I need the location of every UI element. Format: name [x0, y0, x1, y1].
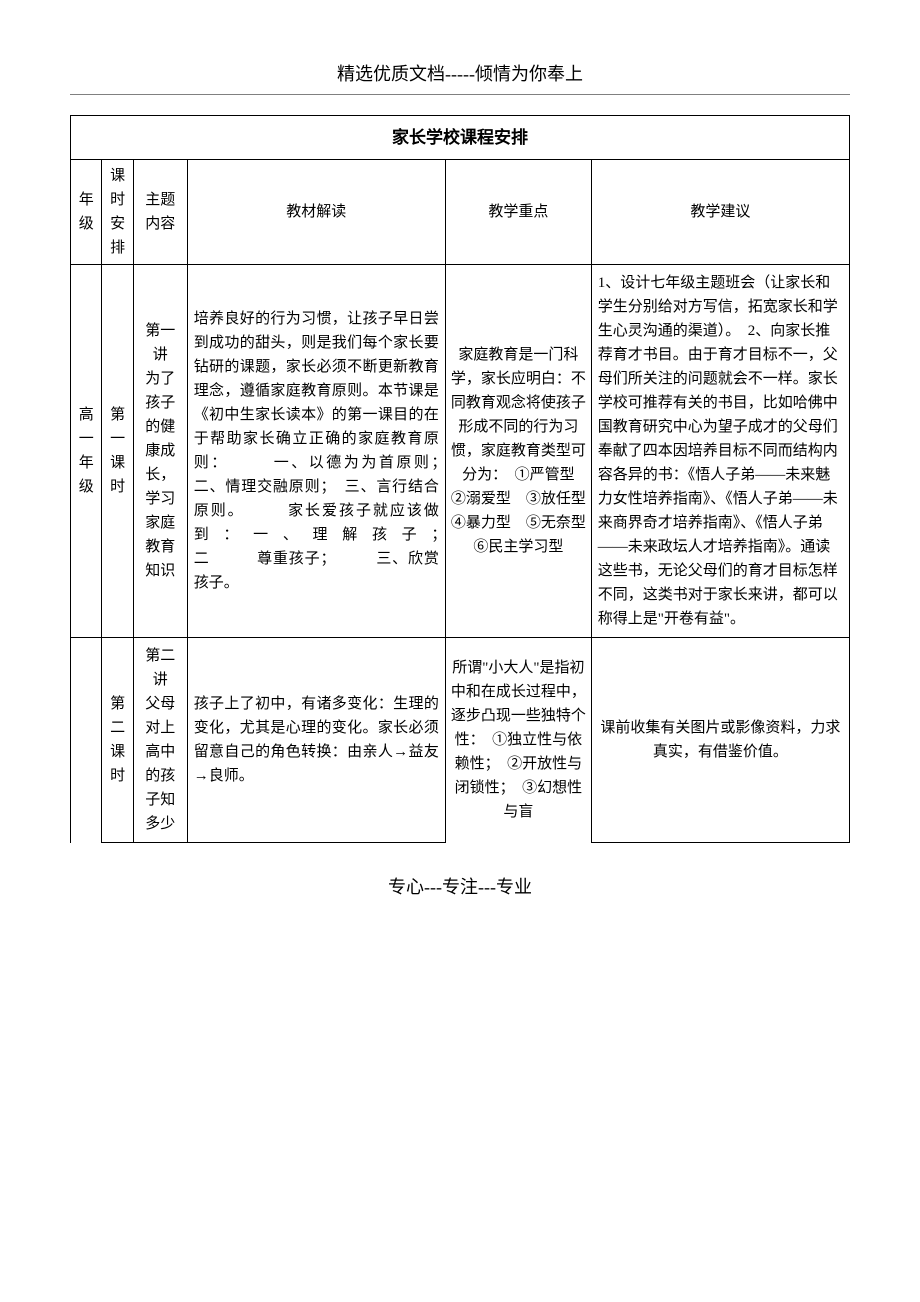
page-footer: 专心---专注---专业 — [70, 873, 850, 899]
table-row: 第二课时 第二讲 父母对上高中的孩子知多少 孩子上了初中，有诸多变化：生理的变化… — [71, 638, 850, 843]
table-main-title: 家长学校课程安排 — [71, 116, 850, 160]
table-row: 高一年级 第一课时 第一讲 为了孩子的健康成长，学习家庭教育知识 培养良好的行为… — [71, 265, 850, 638]
cell-suggestion: 课前收集有关图片或影像资料，力求真实，有借鉴价值。 — [591, 638, 849, 843]
cell-period: 第一课时 — [102, 265, 133, 638]
table-title-row: 家长学校课程安排 — [71, 116, 850, 160]
cell-suggestion: 1、设计七年级主题班会（让家长和学生分别给对方写信，拓宽家长和学生心灵沟通的渠道… — [591, 265, 849, 638]
cell-grade: 高一年级 — [71, 265, 102, 638]
col-header-period: 课时安排 — [102, 160, 133, 265]
col-header-interpretation: 教材解读 — [187, 160, 445, 265]
col-header-grade: 年级 — [71, 160, 102, 265]
cell-focus: 所谓"小大人"是指初中和在成长过程中，逐步凸现一些独特个性： ①独立性与依赖性；… — [445, 638, 591, 843]
cell-interpretation: 孩子上了初中，有诸多变化：生理的变化，尤其是心理的变化。家长必须留意自己的角色转… — [187, 638, 445, 843]
cell-interpretation: 培养良好的行为习惯，让孩子早日尝到成功的甜头，则是我们每个家长要钻研的课题，家长… — [187, 265, 445, 638]
table-header-row: 年级 课时安排 主题内容 教材解读 教学重点 教学建议 — [71, 160, 850, 265]
col-header-topic: 主题内容 — [133, 160, 187, 265]
cell-focus: 家庭教育是一门科学，家长应明白：不同教育观念将使孩子形成不同的行为习惯，家庭教育… — [445, 265, 591, 638]
col-header-suggestion: 教学建议 — [591, 160, 849, 265]
page-header-title: 精选优质文档-----倾情为你奉上 — [70, 60, 850, 86]
cell-grade-empty — [71, 638, 102, 843]
curriculum-table: 家长学校课程安排 年级 课时安排 主题内容 教材解读 教学重点 教学建议 高一年… — [70, 115, 850, 843]
cell-topic: 第二讲 父母对上高中的孩子知多少 — [133, 638, 187, 843]
header-underline — [70, 94, 850, 95]
cell-topic: 第一讲 为了孩子的健康成长，学习家庭教育知识 — [133, 265, 187, 638]
cell-period: 第二课时 — [102, 638, 133, 843]
col-header-focus: 教学重点 — [445, 160, 591, 265]
